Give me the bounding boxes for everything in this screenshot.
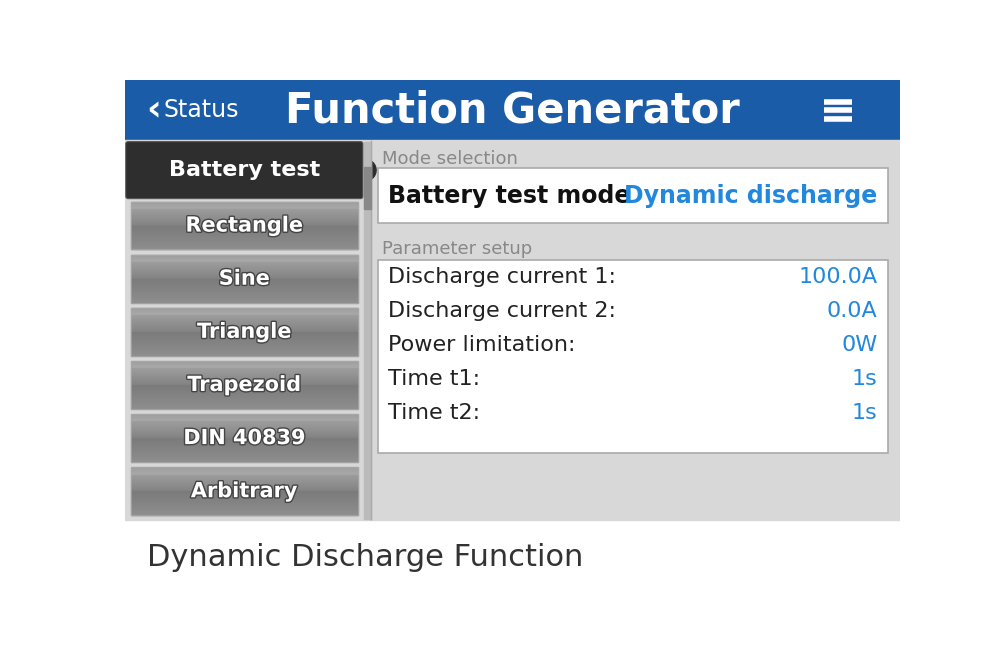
Text: Power limitation:: Power limitation: <box>388 335 576 355</box>
Text: Battery test mode: Battery test mode <box>388 183 631 207</box>
Polygon shape <box>365 159 376 181</box>
Text: Dynamic Discharge Function: Dynamic Discharge Function <box>147 543 583 572</box>
Bar <box>131 361 358 409</box>
Text: Discharge current 2:: Discharge current 2: <box>388 301 616 321</box>
Text: Arbitrary: Arbitrary <box>191 481 298 501</box>
Text: Parameter setup: Parameter setup <box>382 240 532 258</box>
Text: 0.0A: 0.0A <box>827 301 878 321</box>
Text: Battery test: Battery test <box>169 160 320 180</box>
Text: DIN 40839: DIN 40839 <box>183 428 305 448</box>
Bar <box>131 468 358 515</box>
Text: 100.0A: 100.0A <box>798 267 878 287</box>
Text: Mode selection: Mode selection <box>382 149 517 167</box>
Text: Discharge current 1:: Discharge current 1: <box>388 267 616 287</box>
Text: 1s: 1s <box>852 369 878 389</box>
Text: Triangle: Triangle <box>197 322 292 342</box>
Text: Status: Status <box>164 98 239 122</box>
Bar <box>131 201 358 249</box>
Bar <box>364 167 371 209</box>
Bar <box>131 308 358 356</box>
Text: Sine: Sine <box>219 269 270 289</box>
Bar <box>378 168 888 223</box>
Bar <box>364 141 371 519</box>
Text: Function Generator: Function Generator <box>285 89 740 131</box>
Text: Dynamic discharge: Dynamic discharge <box>624 183 878 207</box>
Bar <box>125 80 900 140</box>
Text: 0W: 0W <box>841 335 878 355</box>
Text: Time t2:: Time t2: <box>388 403 481 423</box>
Text: ‹: ‹ <box>147 93 162 127</box>
Text: Time t1:: Time t1: <box>388 369 481 389</box>
Bar <box>378 260 888 453</box>
Bar <box>131 255 358 303</box>
Bar <box>125 140 900 520</box>
FancyBboxPatch shape <box>126 141 363 199</box>
Text: Rectangle: Rectangle <box>185 215 303 235</box>
Text: 1s: 1s <box>852 403 878 423</box>
Bar <box>131 414 358 462</box>
Text: Trapezoid: Trapezoid <box>187 375 301 395</box>
